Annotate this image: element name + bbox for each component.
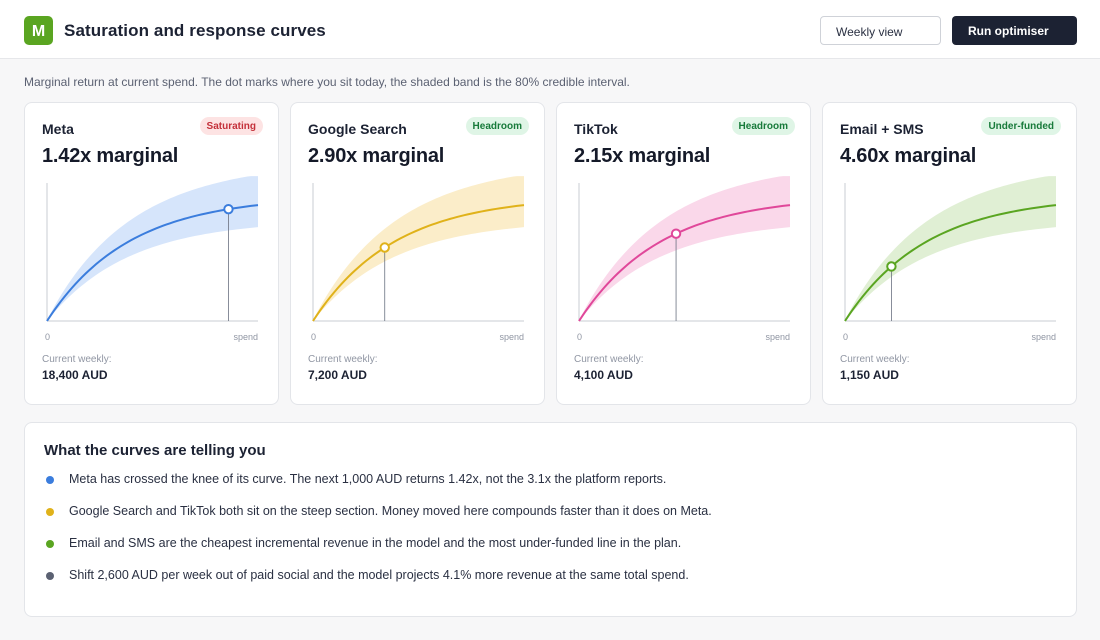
insight-text: Shift 2,600 AUD per week out of paid soc… [69, 568, 689, 582]
channel-card-google-search: Google Search Headroom 2.90x marginal 0 s… [290, 102, 545, 405]
response-curve-chart: 0 spend [577, 176, 791, 342]
current-weekly-value: 4,100 AUD [574, 368, 633, 382]
credible-band [579, 176, 790, 321]
status-badge: Headroom [731, 117, 795, 135]
response-curve-line [844, 204, 1057, 322]
response-curve-chart: 0 spend [311, 176, 525, 342]
current-spend-dot [670, 228, 682, 239]
channel-name: Google Search [308, 121, 407, 137]
current-weekly-label: Current weekly: [840, 354, 910, 365]
current-spend-dot [223, 203, 234, 215]
channel-name: TikTok [574, 121, 618, 137]
response-curve-line [312, 204, 525, 322]
response-curve-line [578, 204, 791, 322]
axis-tick-zero: 0 [311, 332, 316, 342]
page-subtitle: Marginal return at current spend. The do… [24, 75, 630, 89]
insight-item: Meta has crossed the knee of its curve. … [45, 470, 1055, 490]
channel-card-meta: Meta Saturating 1.42x marginal 0 spend Cu… [24, 102, 279, 405]
channel-name: Email + SMS [840, 121, 924, 137]
response-curve-line [46, 204, 259, 322]
bullet-dot-icon [46, 572, 54, 580]
status-badge: Under-funded [981, 117, 1061, 135]
insight-text: Meta has crossed the knee of its curve. … [69, 472, 667, 486]
bullet-dot-icon [46, 540, 54, 548]
response-curve-chart: 0 spend [45, 176, 259, 342]
axis-tick-zero: 0 [45, 332, 50, 342]
bullet-dot-icon [46, 476, 54, 484]
current-spend-dot [379, 242, 390, 253]
channel-card-tiktok: TikTok Headroom 2.15x marginal 0 spend Cu… [556, 102, 811, 405]
marginal-return: 4.60x marginal [840, 145, 977, 167]
insight-item: Shift 2,600 AUD per week out of paid soc… [45, 566, 1055, 586]
status-badge: Headroom [465, 117, 529, 135]
credible-band [47, 176, 258, 321]
marginal-return: 2.90x marginal [308, 145, 445, 167]
marginal-return: 1.42x marginal [42, 145, 179, 167]
page-title: Saturation and response curves [64, 21, 326, 40]
current-weekly-label: Current weekly: [574, 354, 644, 365]
credible-band [313, 176, 524, 321]
axis-tick-zero: 0 [577, 332, 582, 342]
insights-panel: What the curves are telling you Meta has… [24, 422, 1077, 617]
axis-label-spend: spend [499, 332, 524, 342]
axis-label-spend: spend [233, 332, 258, 342]
axis-tick-zero: 0 [843, 332, 848, 342]
top-bar: M Saturation and response curves Weekly … [0, 0, 1100, 59]
credible-band [845, 176, 1056, 321]
insight-item: Email and SMS are the cheapest increment… [45, 534, 1055, 554]
insight-text: Email and SMS are the cheapest increment… [69, 536, 682, 550]
axis-label-spend: spend [1031, 332, 1056, 342]
current-weekly-label: Current weekly: [42, 354, 112, 365]
current-weekly-value: 18,400 AUD [42, 368, 108, 382]
channel-name: Meta [42, 121, 74, 137]
app-logo: M [24, 16, 53, 45]
bullet-dot-icon [46, 508, 54, 516]
insight-item: Google Search and TikTok both sit on the… [45, 502, 1055, 522]
current-spend-dot [886, 261, 897, 272]
axis-label-spend: spend [765, 332, 790, 342]
current-weekly-label: Current weekly: [308, 354, 378, 365]
status-badge: Saturating [199, 117, 263, 135]
response-curve-chart: 0 spend [843, 176, 1057, 342]
run-optimiser-button[interactable]: Run optimiser [952, 16, 1077, 45]
marginal-return: 2.15x marginal [574, 145, 711, 167]
current-weekly-value: 7,200 AUD [308, 368, 367, 382]
channel-card-email-sms: Email + SMS Under-funded 4.60x marginal … [822, 102, 1077, 405]
insight-text: Google Search and TikTok both sit on the… [69, 504, 712, 518]
current-weekly-value: 1,150 AUD [840, 368, 899, 382]
insights-title: What the curves are telling you [44, 442, 266, 459]
view-select[interactable]: Weekly view [820, 16, 941, 45]
